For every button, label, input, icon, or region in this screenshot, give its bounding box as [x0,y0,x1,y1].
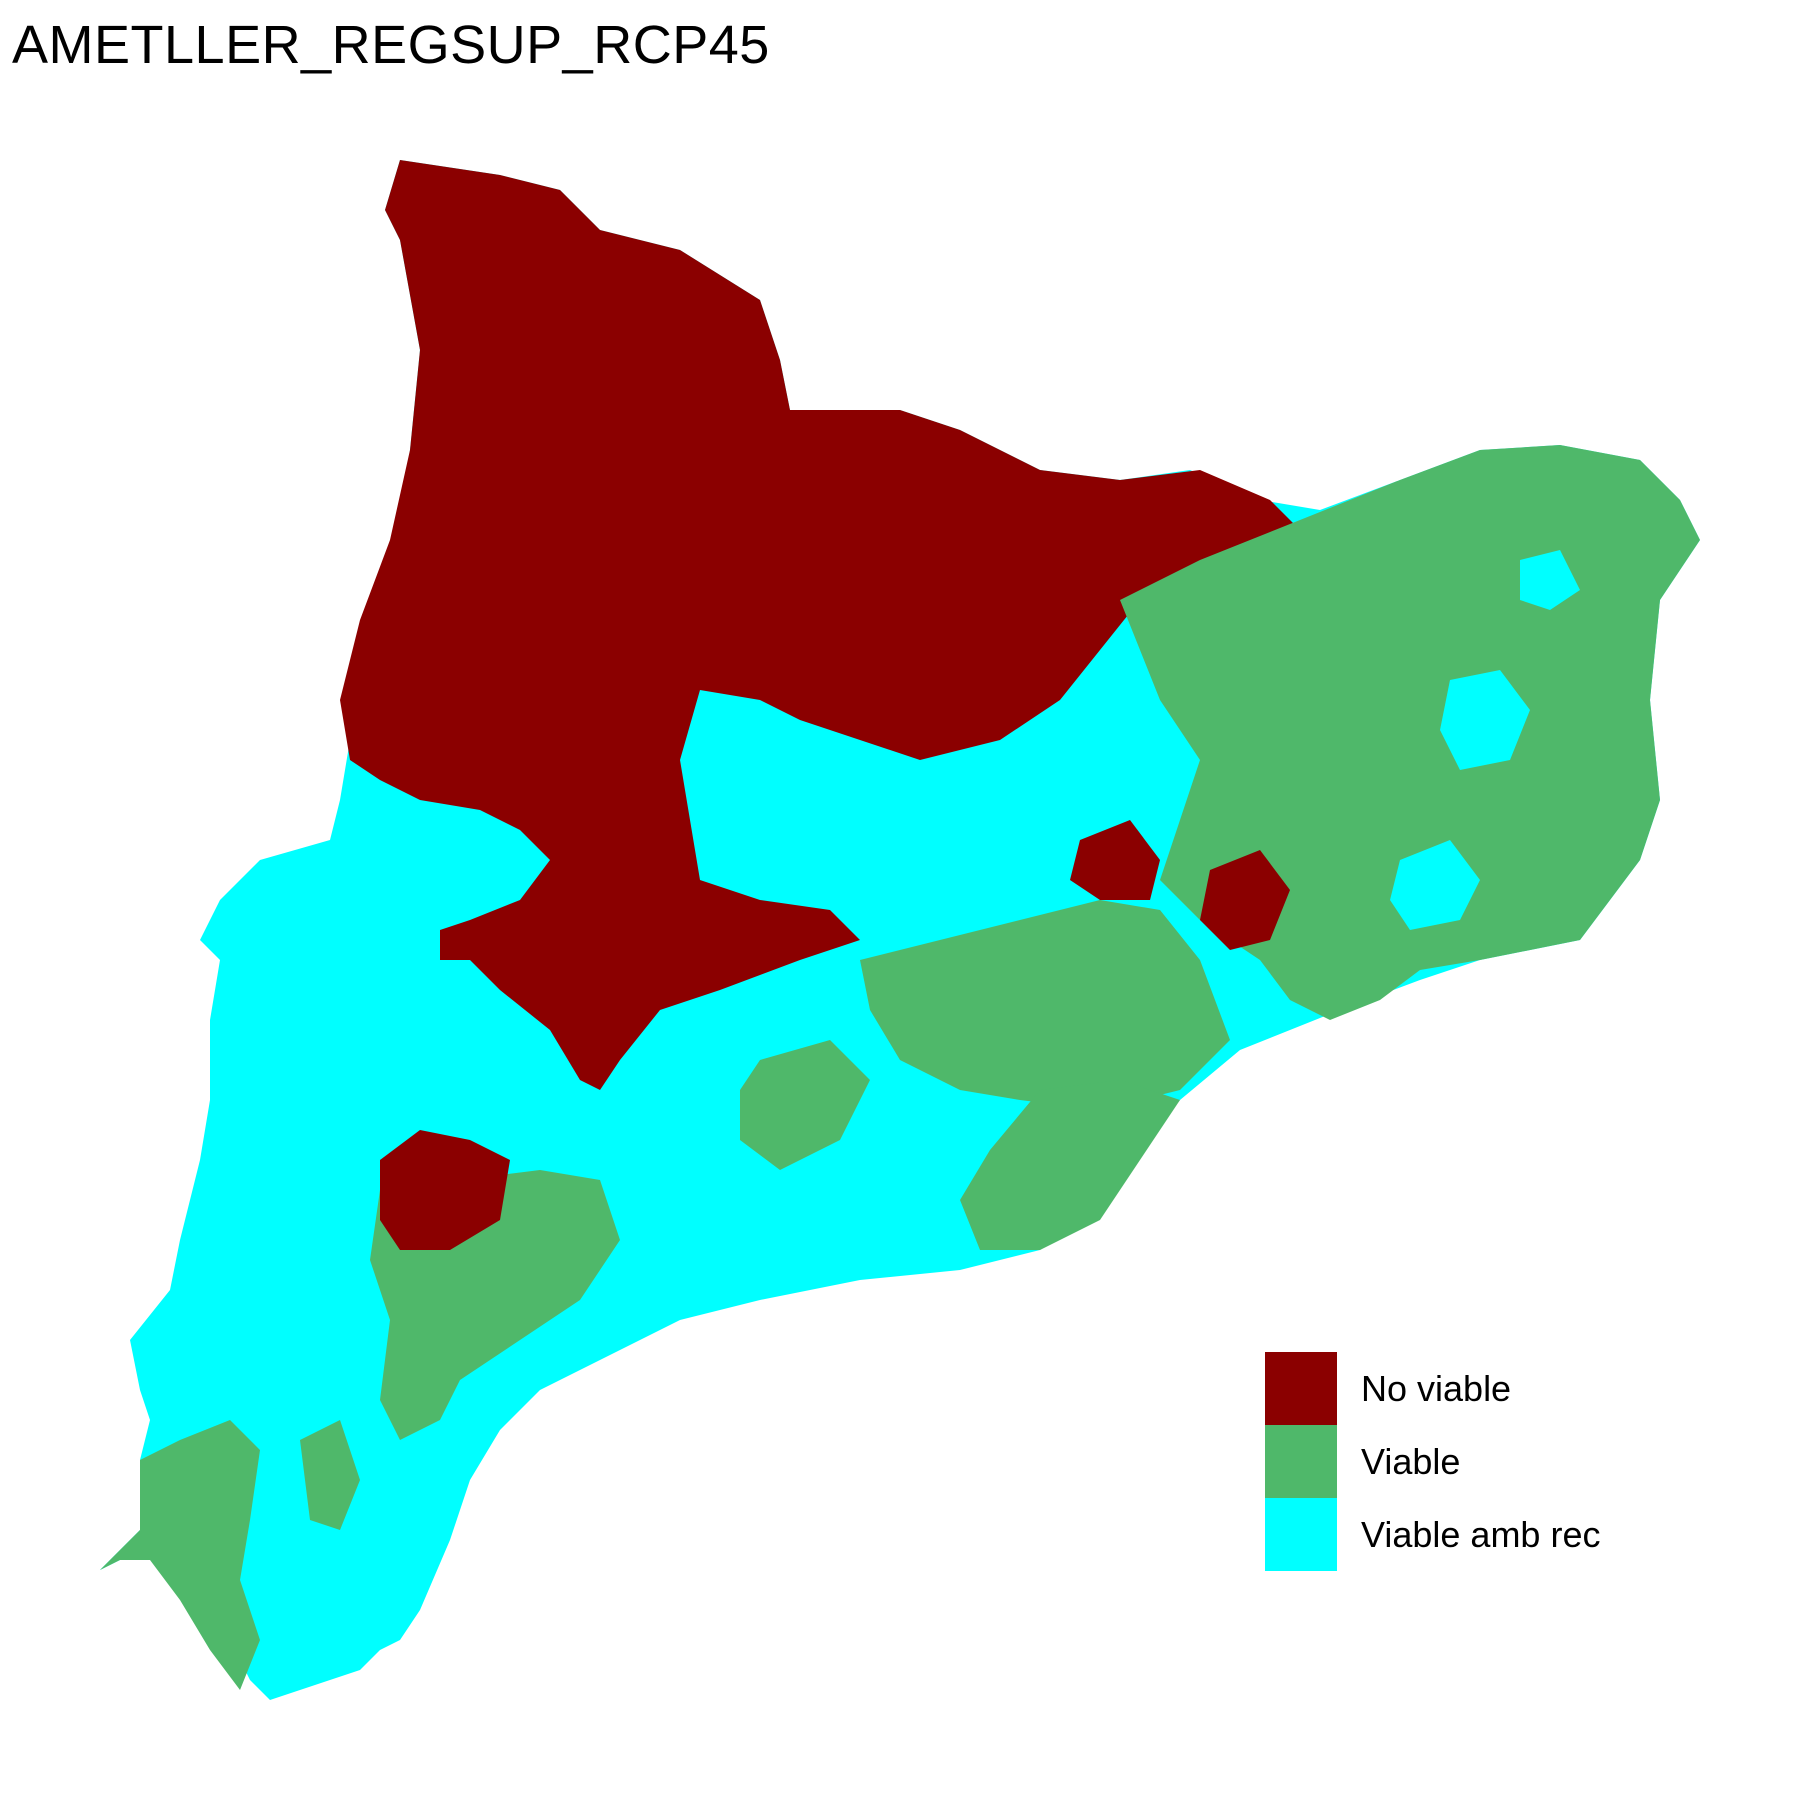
legend-label-viable-amb-rec: Viable amb rec [1361,1513,1601,1555]
region-viable-patch-a [740,1040,870,1170]
map-legend: No viable Viable Viable amb rec [1265,1352,1600,1571]
legend-swatch-viable [1265,1425,1337,1498]
map-title: AMETLLER_REGSUP_RCP45 [12,15,770,75]
legend-swatch-viable-amb-rec [1265,1498,1337,1571]
region-viable-central [860,900,1230,1110]
region-viable-amb-rec-inland-b [1390,840,1480,930]
region-no-viable-patch-east-b [1200,850,1290,950]
region-no-viable-north [340,160,1310,1090]
region-no-viable-patch-east-a [1070,820,1160,900]
region-viable-amb-rec-inland-a [1440,670,1530,770]
region-no-viable-patch-south [380,1130,510,1250]
region-viable-coast [960,1080,1180,1250]
legend-label-viable: Viable [1361,1440,1461,1482]
region-viable-patch-b [300,1420,360,1530]
region-viable-amb-rec-inland-c [1520,550,1580,610]
legend-item-viable-amb-rec: Viable amb rec [1265,1498,1600,1571]
legend-swatch-no-viable [1265,1352,1337,1425]
region-viable-southwest [100,1420,260,1690]
legend-item-viable: Viable [1265,1425,1600,1498]
legend-item-no-viable: No viable [1265,1352,1600,1425]
legend-label-no-viable: No viable [1361,1367,1512,1409]
